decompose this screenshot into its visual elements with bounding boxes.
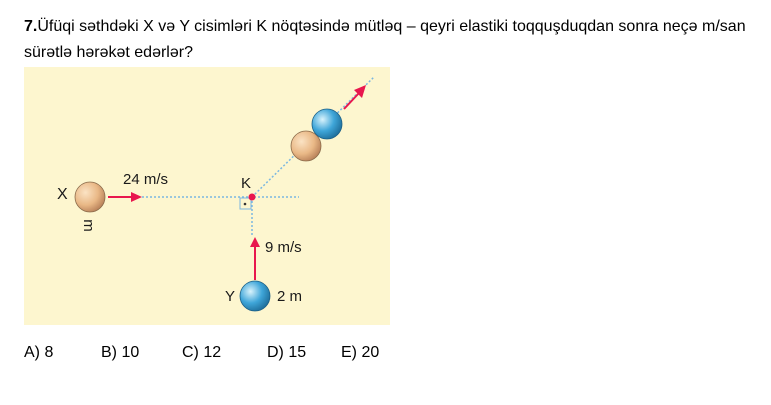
right-angle-marker (239, 197, 252, 210)
result-velocity-arrow (343, 92, 360, 110)
answer-d[interactable]: D) 15 (267, 344, 307, 361)
ball-x (74, 181, 106, 213)
combined-ball-y (311, 108, 343, 140)
label-k: K (241, 175, 252, 192)
answer-b[interactable]: B) 10 (101, 344, 140, 361)
label-x: X (57, 186, 68, 203)
ball-y (239, 280, 271, 312)
label-speed-y: 9 m/s (265, 239, 302, 256)
collision-diagram (74, 76, 375, 312)
question-text: 7.Üfüqi səthdəki X və Y cisimləri K nöqt… (24, 14, 754, 66)
point-k (248, 193, 256, 201)
label-y: Y (225, 288, 236, 305)
label-speed-x: 24 m/s (123, 171, 169, 188)
question-number: 7. (24, 18, 38, 35)
answer-e[interactable]: E) 20 (341, 344, 380, 361)
answer-c[interactable]: C) 12 (182, 344, 222, 361)
label-2m: 2 m (277, 288, 303, 305)
combined-ball-x (290, 130, 322, 162)
label-m: m (79, 219, 97, 232)
physics-figure: X m 24 m/s K 9 m/s Y 2 m (24, 67, 390, 325)
answer-a[interactable]: A) 8 (24, 344, 54, 361)
question-body: Üfüqi səthdəki X və Y cisimləri K nöqtəs… (24, 18, 746, 61)
